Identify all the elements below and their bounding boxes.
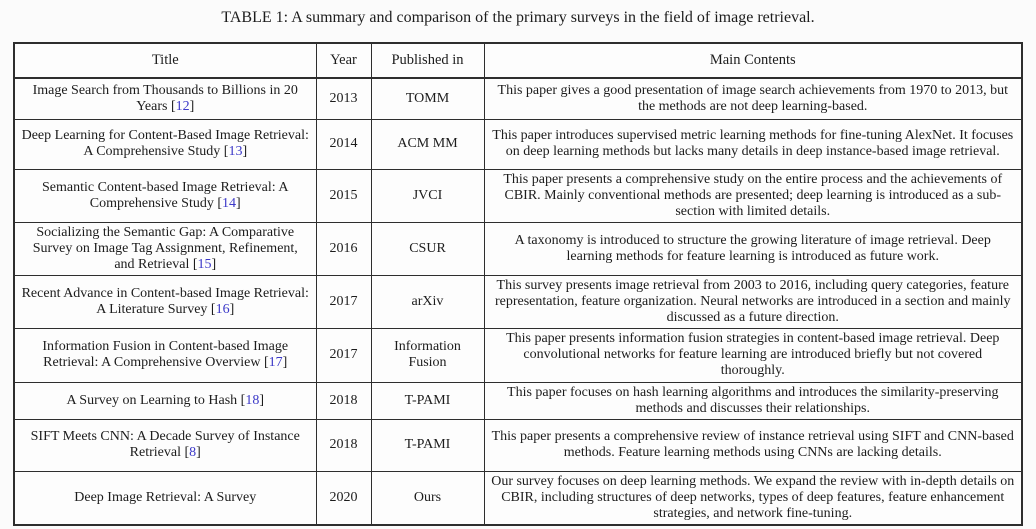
paper-title: Deep Image Retrieval: A Survey xyxy=(74,489,257,505)
citation-link[interactable]: [16] xyxy=(207,301,235,317)
citation-number[interactable]: 18 xyxy=(245,392,260,408)
header-row: Title Year Published in Main Contents xyxy=(13,42,1023,79)
citation-link[interactable]: [14] xyxy=(213,195,241,211)
contents-cell: A taxonomy is introduced to structure th… xyxy=(483,221,1023,276)
table-caption: TABLE 1: A summary and comparison of the… xyxy=(221,9,815,26)
citation-number[interactable]: 12 xyxy=(175,98,190,114)
contents-cell: This paper introduces supervised metric … xyxy=(483,118,1023,170)
table-row: Deep Learning for Content-Based Image Re… xyxy=(13,118,1023,170)
contents-cell: This paper presents a comprehensive stud… xyxy=(483,168,1023,223)
citation-link[interactable]: [8] xyxy=(180,445,201,460)
year-cell: 2020 xyxy=(315,470,372,525)
citation-number[interactable]: 14 xyxy=(222,195,237,211)
table-row: Socializing the Semantic Gap: A Comparat… xyxy=(13,221,1023,276)
citation-number[interactable]: 16 xyxy=(215,301,230,317)
citation-number[interactable]: 8 xyxy=(189,445,197,460)
year-cell: 2018 xyxy=(315,381,372,420)
contents-cell: This paper focuses on hash learning algo… xyxy=(483,381,1023,420)
citation-number[interactable]: 13 xyxy=(228,144,243,159)
title-cell: Recent Advance in Content-based Image Re… xyxy=(13,274,317,329)
published-cell: T-PAMI xyxy=(370,418,485,472)
year-cell: 2017 xyxy=(315,327,372,383)
citation-link[interactable]: [15] xyxy=(189,256,217,272)
year-cell: 2014 xyxy=(315,118,372,170)
contents-cell: This survey presents image retrieval fro… xyxy=(483,274,1023,329)
contents-cell: This paper presents information fusion s… xyxy=(483,327,1023,383)
published-cell: arXiv xyxy=(370,274,485,329)
year-cell: 2013 xyxy=(315,77,372,120)
published-cell: CSUR xyxy=(370,221,485,276)
paper-title: Deep Learning for Content-Based Image Re… xyxy=(21,128,309,159)
paper-title: A Survey on Learning to Hash xyxy=(66,392,238,408)
col-header-published-in: Published in xyxy=(370,42,485,79)
title-cell: Deep Learning for Content-Based Image Re… xyxy=(13,118,317,170)
title-cell: Deep Image Retrieval: A Survey xyxy=(13,470,317,525)
table-row: A Survey on Learning to Hash [18] 2018 T… xyxy=(13,381,1023,420)
title-cell: A Survey on Learning to Hash [18] xyxy=(13,381,317,420)
paper-title: Socializing the Semantic Gap: A Comparat… xyxy=(32,224,298,272)
paper-title: Image Search from Thousands to Billions … xyxy=(32,82,298,114)
year-cell: 2018 xyxy=(315,418,372,472)
col-header-main-contents: Main Contents xyxy=(483,42,1023,79)
contents-cell: This paper gives a good presentation of … xyxy=(483,77,1023,120)
published-cell: ACM MM xyxy=(370,118,485,170)
paper-title: Recent Advance in Content-based Image Re… xyxy=(21,285,309,317)
published-cell: TOMM xyxy=(370,77,485,120)
published-cell: T-PAMI xyxy=(370,381,485,420)
published-cell: Ours xyxy=(370,470,485,525)
contents-cell: This paper presents a comprehensive revi… xyxy=(483,418,1023,472)
title-cell: Image Search from Thousands to Billions … xyxy=(13,77,317,120)
citation-link[interactable]: [18] xyxy=(237,392,265,408)
table-row: Information Fusion in Content-based Imag… xyxy=(13,327,1023,383)
title-cell: Socializing the Semantic Gap: A Comparat… xyxy=(13,221,317,276)
title-cell: SIFT Meets CNN: A Decade Survey of Insta… xyxy=(13,418,317,472)
year-cell: 2015 xyxy=(315,168,372,223)
paper-title: SIFT Meets CNN: A Decade Survey of Insta… xyxy=(30,429,300,460)
survey-comparison-table: Title Year Published in Main Contents Im… xyxy=(13,42,1023,526)
col-header-title: Title xyxy=(13,42,317,79)
paper-title: Semantic Content-based Image Retrieval: … xyxy=(42,179,289,211)
title-cell: Information Fusion in Content-based Imag… xyxy=(13,327,317,383)
table-row: Image Search from Thousands to Billions … xyxy=(13,77,1023,120)
table-row: SIFT Meets CNN: A Decade Survey of Insta… xyxy=(13,418,1023,472)
citation-link[interactable]: [17] xyxy=(260,355,288,370)
contents-cell: Our survey focuses on deep learning meth… xyxy=(483,470,1023,525)
paper-title: Information Fusion in Content-based Imag… xyxy=(42,339,289,370)
table-row: Semantic Content-based Image Retrieval: … xyxy=(13,168,1023,223)
citation-link[interactable]: [12] xyxy=(167,98,195,114)
published-cell: Information Fusion xyxy=(370,327,485,383)
citation-number[interactable]: 17 xyxy=(268,355,283,370)
col-header-year: Year xyxy=(315,42,372,79)
published-cell: JVCI xyxy=(370,168,485,223)
table-row: Recent Advance in Content-based Image Re… xyxy=(13,274,1023,329)
citation-link[interactable]: [13] xyxy=(220,144,248,159)
table-row: Deep Image Retrieval: A Survey 2020 Ours… xyxy=(13,470,1023,525)
title-cell: Semantic Content-based Image Retrieval: … xyxy=(13,168,317,223)
year-cell: 2016 xyxy=(315,221,372,276)
citation-number[interactable]: 15 xyxy=(197,256,212,272)
year-cell: 2017 xyxy=(315,274,372,329)
